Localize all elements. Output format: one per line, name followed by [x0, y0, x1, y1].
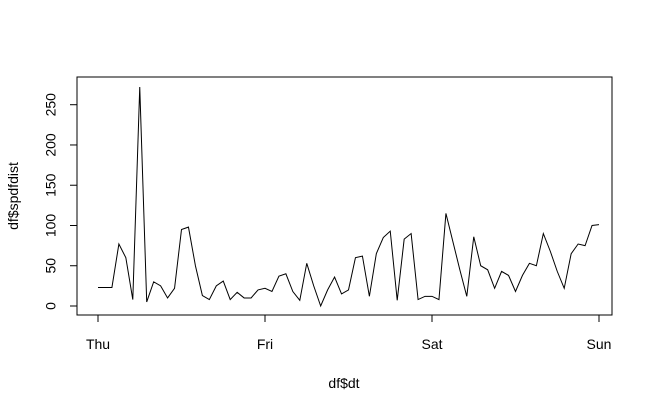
data-points: [97, 86, 600, 307]
data-point: [438, 299, 440, 301]
data-point: [570, 253, 572, 255]
data-point: [452, 241, 454, 243]
data-point: [396, 300, 398, 302]
data-point: [376, 253, 378, 255]
data-point: [278, 275, 280, 277]
y-tick-label: 200: [43, 133, 59, 157]
data-point: [522, 275, 524, 277]
series-line: [98, 86, 600, 308]
data-point: [215, 285, 217, 287]
y-tick-label: 0: [43, 302, 59, 310]
data-point: [229, 299, 231, 301]
data-point: [202, 295, 204, 297]
data-point: [264, 287, 266, 289]
data-point: [236, 292, 238, 294]
data-point: [243, 297, 245, 299]
x-axis-label: df$dt: [328, 375, 359, 391]
data-point: [285, 273, 287, 275]
data-point: [362, 255, 364, 257]
data-point: [188, 226, 190, 228]
data-point: [299, 300, 301, 302]
data-point: [501, 271, 503, 273]
data-point: [556, 271, 558, 273]
data-point: [222, 280, 224, 282]
x-tick-label: Sat: [421, 336, 442, 352]
data-point: [181, 229, 183, 231]
x-tick-label: Thu: [86, 336, 110, 352]
data-point: [348, 289, 350, 291]
data-point: [591, 225, 593, 227]
data-point: [320, 305, 322, 307]
data-point: [563, 287, 565, 289]
data-point: [382, 237, 384, 239]
y-axis: 0 50 100 150 200 250: [43, 93, 78, 310]
data-point: [417, 299, 419, 301]
data-point: [410, 233, 412, 235]
data-point: [118, 243, 120, 245]
data-point: [97, 287, 99, 289]
data-point: [355, 257, 357, 259]
data-point: [104, 287, 106, 289]
data-point: [403, 238, 405, 240]
data-point: [466, 296, 468, 298]
data-point: [577, 243, 579, 245]
data-point: [313, 285, 315, 287]
data-point: [327, 289, 329, 291]
y-axis-label: df$spdfdist: [5, 162, 21, 230]
data-point: [494, 287, 496, 289]
data-point: [146, 301, 148, 303]
data-point: [389, 230, 391, 232]
x-tick-label: Sun: [587, 336, 612, 352]
data-point: [160, 285, 162, 287]
data-point: [341, 293, 343, 295]
data-point: [431, 296, 433, 298]
data-point: [515, 291, 517, 293]
data-point: [209, 299, 211, 301]
data-point: [424, 296, 426, 298]
data-point: [459, 269, 461, 271]
data-point: [445, 213, 447, 215]
y-tick-label: 250: [43, 93, 59, 117]
data-point: [598, 224, 600, 226]
data-point: [306, 263, 308, 265]
x-tick-label: Fri: [257, 336, 273, 352]
data-point: [549, 250, 551, 252]
data-point: [292, 291, 294, 293]
data-point: [334, 276, 336, 278]
data-point: [480, 265, 482, 267]
data-point: [153, 281, 155, 283]
data-point: [543, 233, 545, 235]
data-point: [195, 265, 197, 267]
data-point: [508, 275, 510, 277]
y-tick-label: 150: [43, 173, 59, 197]
data-point: [257, 289, 259, 291]
data-point: [529, 263, 531, 265]
data-point: [271, 291, 273, 293]
data-point: [536, 265, 538, 267]
y-tick-label: 50: [43, 258, 59, 274]
data-point: [369, 296, 371, 298]
y-tick-label: 100: [43, 214, 59, 238]
data-point: [584, 245, 586, 247]
data-point: [174, 287, 176, 289]
data-point: [125, 257, 127, 259]
data-point: [132, 299, 134, 301]
data-point: [250, 297, 252, 299]
data-point: [473, 236, 475, 238]
data-point: [139, 86, 141, 88]
data-point: [167, 297, 169, 299]
data-point: [487, 269, 489, 271]
plot-frame: [76, 76, 613, 316]
data-point: [111, 287, 113, 289]
x-axis: Thu Fri Sat Sun: [86, 314, 612, 352]
